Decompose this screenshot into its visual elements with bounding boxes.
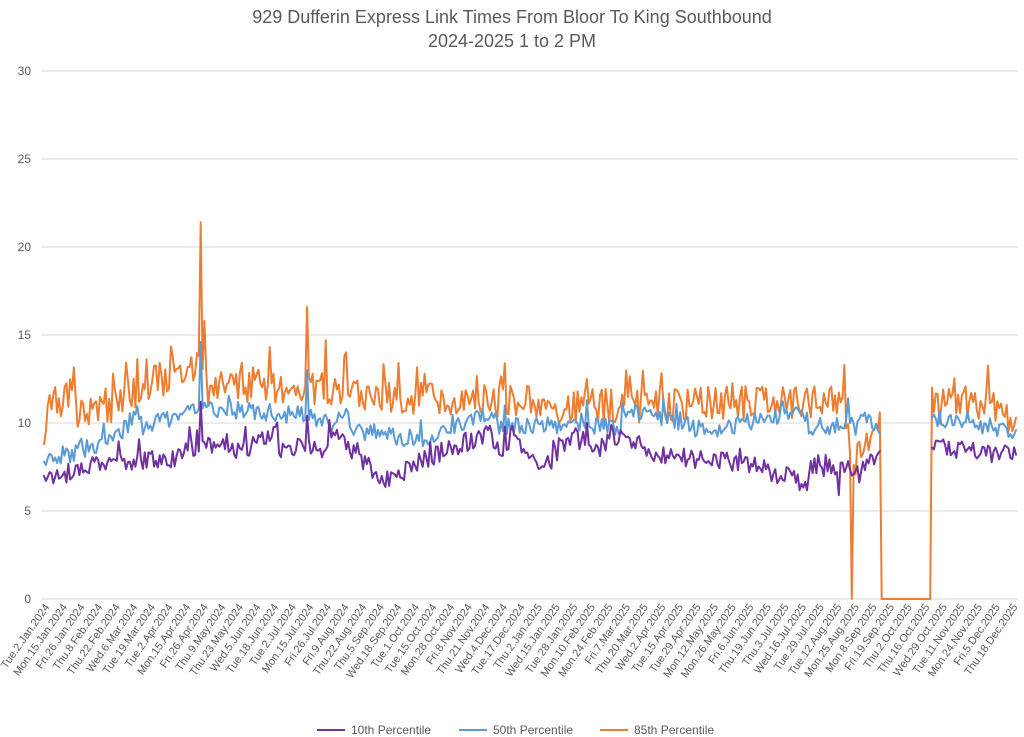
y-tick-label: 0 xyxy=(24,592,31,606)
y-tick-label: 25 xyxy=(18,152,32,166)
legend: 10th Percentile 50th Percentile 85th Per… xyxy=(317,723,714,737)
legend-label-10th: 10th Percentile xyxy=(351,723,431,737)
series-line-10th-percentile xyxy=(43,400,1017,497)
series-lines xyxy=(43,221,1017,600)
y-tick-label: 5 xyxy=(24,504,31,518)
y-tick-label: 30 xyxy=(18,64,32,78)
x-axis: Tue.2.Jan.2024Mon.15.Jan.2024Fri.26.Jan.… xyxy=(0,602,1020,681)
gridlines xyxy=(42,70,1018,600)
chart-subtitle: 2024-2025 1 to 2 PM xyxy=(428,31,596,51)
legend-label-50th: 50th Percentile xyxy=(493,723,573,737)
y-tick-label: 15 xyxy=(18,328,32,342)
y-tick-label: 20 xyxy=(18,240,32,254)
y-axis: 0 5 10 15 20 25 30 xyxy=(18,64,32,606)
series-line-50th-percentile xyxy=(43,341,1017,466)
legend-label-85th: 85th Percentile xyxy=(634,723,714,737)
y-tick-label: 10 xyxy=(18,416,32,430)
series-line-85th-percentile xyxy=(43,221,1017,600)
chart-title: 929 Dufferin Express Link Times From Blo… xyxy=(252,7,772,27)
